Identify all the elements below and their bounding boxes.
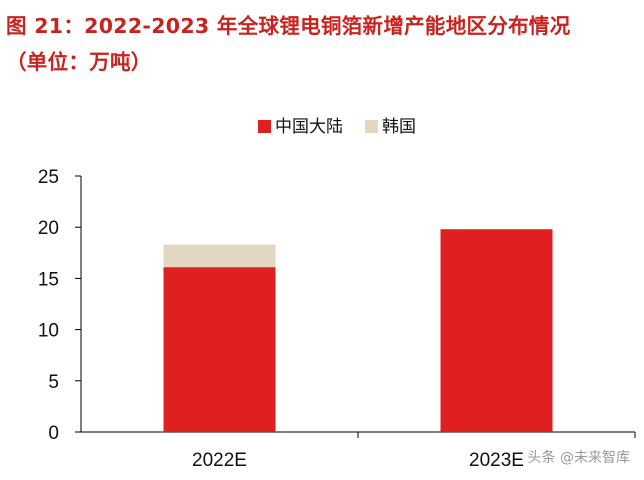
legend-label-1: 中国大陆	[275, 117, 343, 137]
y-tick-label-20: 20	[38, 218, 59, 239]
y-tick-label-5: 5	[48, 372, 59, 393]
bar-2022E-series-1	[163, 267, 276, 432]
legend-label-2: 韩国	[382, 117, 416, 137]
bar-2023E-series-1	[440, 229, 553, 432]
legend-swatch-1	[258, 120, 271, 133]
y-tick-label-25: 25	[38, 167, 59, 188]
bar-2022E-series-2	[163, 244, 276, 268]
y-tick-label-0: 0	[48, 423, 59, 444]
chart-title-line-2: （单位：万吨）	[6, 50, 152, 74]
legend-swatch-2	[365, 120, 378, 133]
chart-title: 图 21：2022-2023 年全球锂电铜箔新增产能地区分布情况 （单位：万吨）	[6, 8, 638, 80]
watermark: 头条 @未来智库	[527, 450, 630, 466]
chart-title-line-1: 图 21：2022-2023 年全球锂电铜箔新增产能地区分布情况	[6, 14, 571, 38]
x-tick-label-2022E: 2022E	[192, 450, 247, 471]
y-tick-label-15: 15	[38, 269, 59, 290]
x-tick-label-2023E: 2023E	[469, 450, 524, 471]
y-tick-label-10: 10	[38, 321, 59, 342]
